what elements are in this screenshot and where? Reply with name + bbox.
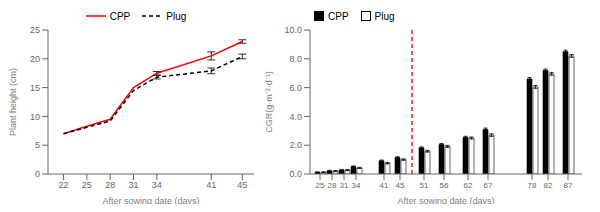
- svg-text:After sowing date (days): After sowing date (days): [102, 196, 199, 204]
- svg-text:31: 31: [129, 180, 139, 190]
- svg-text:34: 34: [152, 180, 162, 190]
- svg-text:Plant height (cm): Plant height (cm): [8, 68, 18, 136]
- svg-text:6.0: 6.0: [289, 83, 302, 93]
- svg-text:87: 87: [564, 181, 573, 190]
- svg-text:8.0: 8.0: [289, 54, 302, 64]
- svg-text:After sowing date (days): After sowing date (days): [397, 196, 494, 204]
- svg-text:0.0: 0.0: [289, 169, 302, 179]
- html-text:Plug: Plug: [166, 10, 187, 22]
- svg-text:4.0: 4.0: [289, 112, 302, 122]
- svg-text:15: 15: [30, 83, 40, 93]
- svg-text:0: 0: [35, 169, 40, 179]
- html-text:Plug: Plug: [374, 10, 395, 22]
- svg-text:28: 28: [328, 181, 337, 190]
- svg-text:41: 41: [380, 181, 389, 190]
- svg-text:34: 34: [352, 181, 361, 190]
- html-text:CPP: CPP: [109, 10, 131, 22]
- svg-text:51: 51: [420, 181, 429, 190]
- svg-text:56: 56: [440, 181, 449, 190]
- svg-text:10: 10: [30, 112, 40, 122]
- svg-text:82: 82: [544, 181, 553, 190]
- svg-text:5: 5: [35, 140, 40, 150]
- svg-text:25: 25: [82, 180, 92, 190]
- svg-text:22: 22: [59, 180, 69, 190]
- svg-text:41: 41: [206, 180, 216, 190]
- svg-text:25: 25: [30, 25, 40, 35]
- svg-text:2.0: 2.0: [289, 140, 302, 150]
- svg-text:78: 78: [528, 181, 537, 190]
- svg-text:31: 31: [340, 181, 349, 190]
- html-text:CPP: CPP: [328, 10, 349, 22]
- svg-text:10.0: 10.0: [284, 25, 302, 35]
- svg-text:20: 20: [30, 54, 40, 64]
- svg-text:67: 67: [484, 181, 493, 190]
- svg-text:CGR(g·m⁻²·d⁻¹): CGR(g·m⁻²·d⁻¹): [264, 71, 274, 133]
- svg-text:45: 45: [237, 180, 247, 190]
- svg-text:45: 45: [396, 181, 405, 190]
- svg-text:25: 25: [316, 181, 325, 190]
- svg-text:62: 62: [464, 181, 473, 190]
- svg-text:28: 28: [105, 180, 115, 190]
